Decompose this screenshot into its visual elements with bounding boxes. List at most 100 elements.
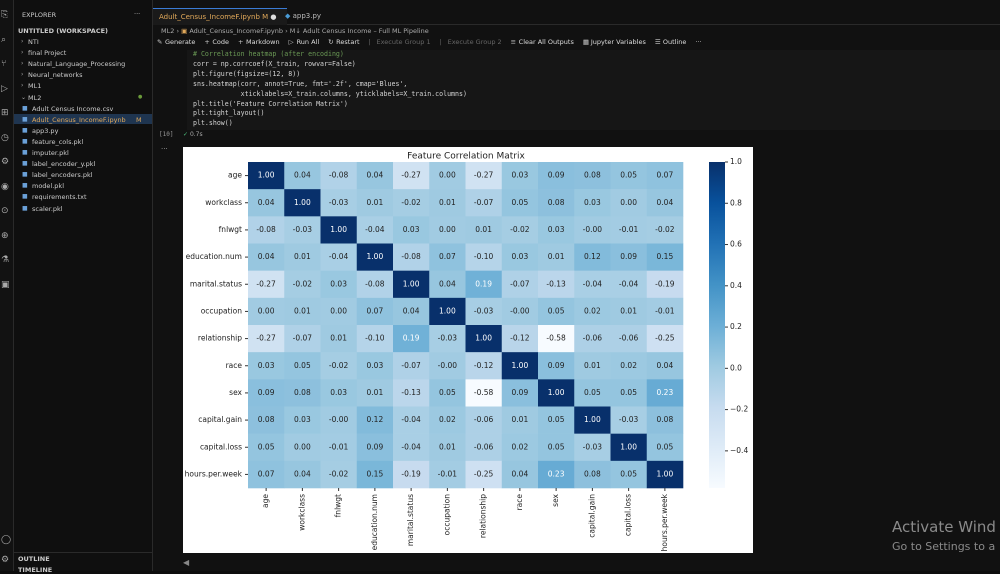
file[interactable]: Adult_Census_IncomeF.ipynb [32, 115, 126, 124]
code-line: plt.figure(figsize=(12, 8)) [193, 69, 301, 78]
cell-label: 0.03 [512, 252, 529, 261]
toolbar-icon: ☰ [654, 38, 661, 46]
tab-label: app3.py [292, 12, 322, 20]
sidebar: EXPLORER ··· UNTITLED (WORKSPACE) › NTI › f… [14, 0, 153, 574]
crumb[interactable]: Adult Census Income – Full ML Pipeline [302, 27, 429, 35]
colorbar-tick-label: 0.4 [730, 281, 742, 290]
cell-label: 0.00 [439, 225, 456, 234]
file-icon: ■ [22, 137, 28, 145]
timeline-header[interactable]: TIMELINE [18, 566, 53, 574]
toolbar-button[interactable]: Execute Group 2 [447, 38, 502, 46]
cell-label: 0.07 [657, 171, 674, 180]
file[interactable]: imputer.pkl [32, 149, 69, 157]
tab-active[interactable]: Adult_Census_IncomeF.ipynb M ● [153, 8, 287, 25]
workspace-header[interactable]: UNTITLED (WORKSPACE) [18, 27, 109, 35]
activity-icon[interactable]: ⚗ [1, 255, 10, 265]
folder[interactable]: final Project [28, 49, 67, 58]
toolbar-button[interactable]: Outline [662, 38, 687, 46]
toolbar-button[interactable]: Code [212, 38, 229, 46]
chevron: › [21, 82, 24, 90]
heatmap-cell [248, 162, 285, 190]
toolbar-button[interactable]: Restart [336, 38, 360, 46]
folder[interactable]: NTI [28, 38, 39, 46]
heatmap-cell [320, 162, 358, 190]
output-menu[interactable]: ··· [161, 145, 168, 153]
file[interactable]: label_encoder_y.pkl [32, 160, 96, 169]
more-button[interactable]: ··· [134, 10, 141, 18]
heatmap-cell [465, 270, 503, 299]
folder[interactable]: Neural_networks [28, 71, 83, 80]
heatmap-cell [574, 216, 611, 244]
file-icon: ■ [22, 149, 28, 156]
file-icon: ■ [22, 204, 28, 212]
file[interactable]: feature_cols.pkl [32, 137, 84, 146]
toolbar-more[interactable]: ··· [695, 38, 702, 46]
file[interactable]: model.pkl [32, 182, 65, 191]
heatmap-cell [538, 270, 575, 299]
tab[interactable]: ◆ app3.py [279, 8, 327, 24]
scroll-left[interactable]: ◀ [183, 558, 190, 567]
cell-label: 0.01 [439, 442, 456, 451]
activity-icon[interactable]: ◉ [1, 181, 9, 192]
cell-label: -0.03 [583, 442, 603, 451]
file[interactable]: Adult Census Income.csv [32, 104, 114, 113]
cell-label: -0.58 [546, 334, 566, 343]
toolbar-button[interactable]: Jupyter Variables [590, 38, 646, 46]
toolbar-button[interactable]: Markdown [246, 38, 280, 46]
activity-icon[interactable]: ⎘ [1, 10, 9, 20]
cell-label: 0.05 [548, 415, 565, 424]
heatmap-cell [248, 270, 285, 299]
cell-label: 0.12 [584, 252, 601, 261]
activity-icon[interactable]: ◷ [1, 132, 9, 143]
heatmap-cell [284, 325, 321, 353]
folder[interactable]: ML1 [28, 82, 42, 91]
chevron: ⌄ [21, 93, 27, 101]
code-line: plt.tight_layout() [193, 109, 265, 118]
file[interactable]: requirements.txt [32, 193, 87, 202]
activity-icon[interactable]: ⚙ [1, 157, 10, 167]
chevron: › [21, 49, 24, 57]
activity-icon[interactable]: ⊞ [1, 108, 9, 118]
toolbar-button[interactable]: Execute Group 1 [376, 38, 431, 46]
heatmap-cell [538, 243, 575, 271]
folder[interactable]: ML2 [28, 93, 42, 102]
heatmap-cell [393, 379, 430, 407]
activity-icon[interactable]: ▷ [1, 83, 8, 94]
cell-label: 1.00 [403, 279, 420, 288]
heatmap-cell [574, 162, 611, 190]
heatmap-cell [610, 325, 648, 353]
activity-icon[interactable]: ⊙ [1, 206, 9, 216]
activity-icon[interactable]: ⑂ [1, 59, 7, 69]
toolbar-button[interactable]: Generate [165, 38, 196, 46]
toolbar-button[interactable]: Run All [296, 38, 320, 46]
heatmap-cell [393, 352, 430, 380]
file[interactable]: app3.py [32, 126, 59, 135]
cell-label: -0.27 [401, 171, 421, 180]
account-icon[interactable]: ◯ [1, 535, 12, 545]
colorbar-tick-label: −0.2 [730, 405, 748, 414]
y-tick-label: relationship [198, 334, 242, 343]
code-line: corr = np.corrcoef(X_train, rowvar=False… [193, 59, 356, 68]
cell-label: -0.10 [474, 252, 494, 261]
cell-label: -0.08 [256, 225, 276, 234]
file[interactable]: label_encoders.pkl [32, 171, 93, 180]
cell-label: -0.58 [474, 388, 494, 397]
activity-icon[interactable]: ▣ [1, 279, 10, 290]
outline-header[interactable]: OUTLINE [18, 555, 50, 563]
activity-icon[interactable]: ⌕ [1, 34, 7, 45]
heatmap-cell [320, 433, 358, 462]
settings-icon[interactable]: ⚙ [1, 555, 10, 565]
crumb[interactable]: ML2 [161, 27, 175, 35]
execution-count: [10] [159, 131, 174, 138]
y-tick-label: marital.status [190, 279, 242, 288]
cell-label: -0.06 [474, 415, 494, 424]
file[interactable]: scaler.pkl [32, 204, 63, 213]
cell-label: 0.04 [512, 469, 529, 478]
activity-icon[interactable]: ⊕ [1, 230, 9, 241]
crumb[interactable]: Adult_Census_IncomeF.ipynb [189, 27, 284, 35]
toolbar-button[interactable]: Clear All Outputs [518, 38, 574, 46]
heatmap-cell [393, 433, 430, 462]
folder[interactable]: Natural_Language_Processing [28, 60, 126, 69]
y-tick-label: occupation [201, 306, 243, 315]
cell-label: -0.03 [329, 198, 349, 207]
